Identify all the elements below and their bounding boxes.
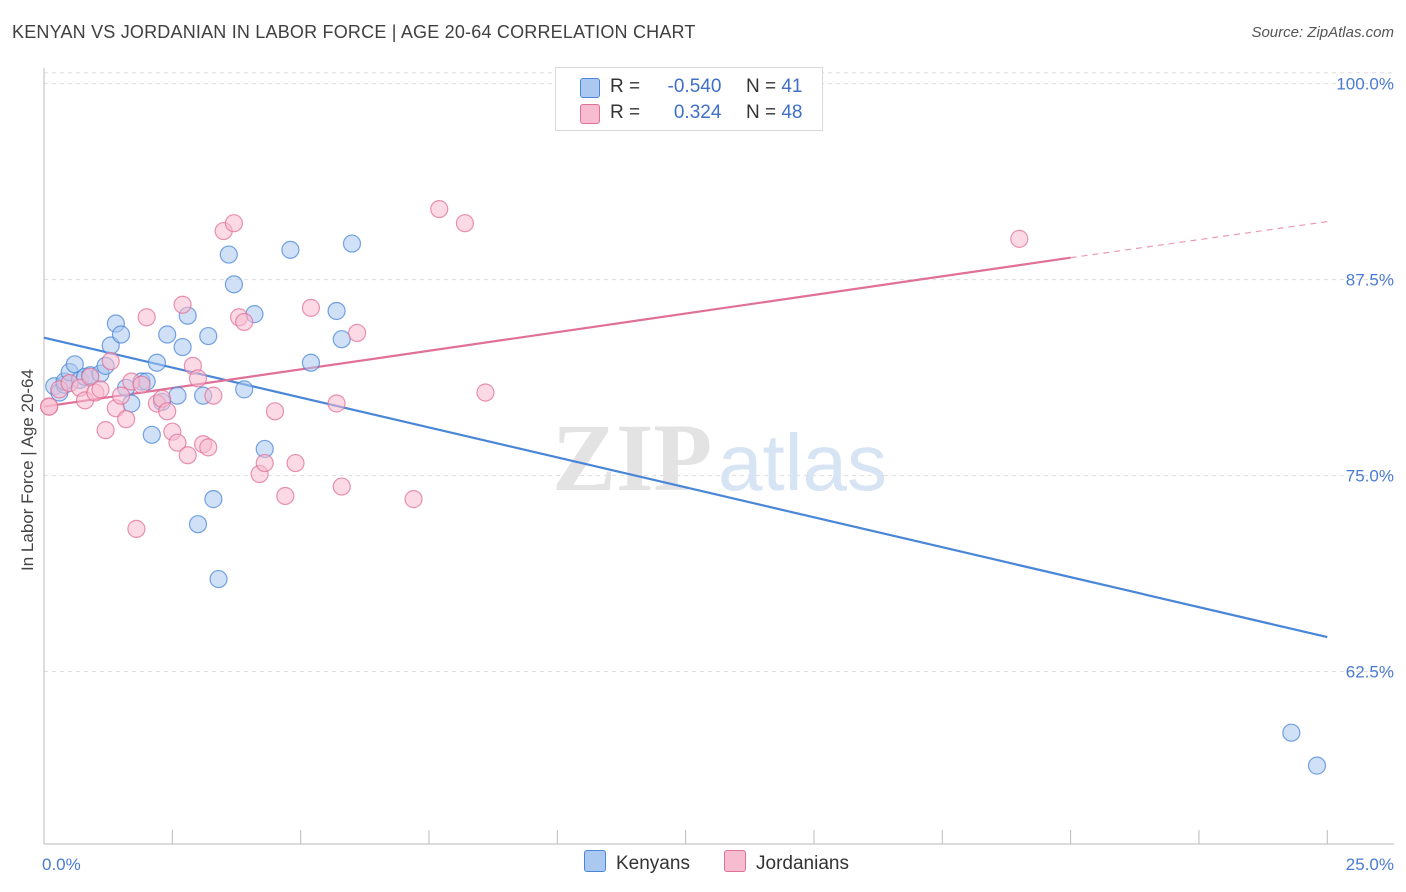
legend-label-kenyans: Kenyans (616, 853, 690, 874)
trend-line-jordanians (43, 256, 1071, 408)
point-jordanians (199, 438, 218, 457)
point-kenyans (281, 240, 300, 259)
watermark-zip: ZIP (552, 404, 712, 511)
correlation-legend: R = -0.540 N = 41 R = 0.324 N = 48 (555, 67, 823, 131)
point-jordanians (476, 383, 495, 402)
grid-lines (44, 72, 1394, 673)
data-points (40, 199, 1327, 775)
point-jordanians (332, 477, 351, 496)
trend-lines (43, 221, 1328, 639)
point-kenyans (147, 353, 167, 372)
point-kenyans (332, 330, 351, 349)
x-tick-labels: 0.0% 25.0% (42, 855, 1394, 874)
point-jordanians (327, 394, 346, 413)
point-jordanians (173, 295, 192, 314)
point-jordanians (235, 312, 254, 332)
point-jordanians (286, 453, 305, 473)
point-jordanians (1010, 229, 1029, 248)
chart-title: KENYAN VS JORDANIAN IN LABOR FORCE | AGE… (12, 22, 696, 42)
point-jordanians (455, 214, 475, 233)
point-kenyans (1282, 723, 1301, 742)
point-kenyans (173, 337, 192, 357)
legend-item-kenyans[interactable]: Kenyans (584, 850, 690, 876)
point-jordanians (204, 386, 223, 405)
legend-label-jordanians: Jordanians (756, 853, 849, 874)
source-credit: Source: ZipAtlas.com (1251, 24, 1394, 41)
point-jordanians (430, 199, 449, 219)
point-kenyans (301, 353, 321, 372)
y-tick-labels: 100.0% 87.5% 75.0% 62.5% (1336, 75, 1394, 682)
point-kenyans (224, 275, 244, 294)
legend-swatch-jordanians (724, 850, 746, 872)
point-kenyans (342, 234, 362, 253)
point-kenyans (204, 490, 223, 509)
n-label: N = (745, 76, 777, 97)
point-jordanians (265, 402, 285, 421)
watermark-atlas: atlas (718, 418, 887, 507)
point-jordanians (348, 323, 367, 343)
r-label: R = (610, 102, 641, 123)
point-jordanians (132, 375, 151, 394)
n-label: N = (745, 102, 777, 123)
point-jordanians (158, 402, 177, 421)
point-jordanians (117, 410, 136, 429)
point-kenyans (327, 301, 346, 321)
trend-extension-jordanians (1070, 221, 1328, 259)
point-jordanians (188, 369, 208, 388)
y-tick-label: 100.0% (1336, 75, 1394, 94)
trend-line-kenyans (43, 336, 1328, 639)
point-jordanians (137, 308, 156, 327)
y-tick-label: 75.0% (1346, 467, 1394, 486)
r-label: R = (610, 76, 641, 97)
point-kenyans (199, 326, 218, 346)
watermark: ZIP atlas (552, 404, 887, 511)
legend-item-jordanians[interactable]: Jordanians (724, 850, 849, 876)
point-jordanians (404, 490, 423, 509)
x-tick-label: 0.0% (42, 855, 81, 874)
y-tick-label: 62.5% (1346, 663, 1394, 682)
point-jordanians (255, 453, 274, 473)
axes (43, 68, 1394, 845)
legend-swatch-jordanians (580, 104, 600, 124)
point-jordanians (168, 433, 187, 452)
x-tick-label: 25.0% (1346, 855, 1394, 874)
point-kenyans (1307, 756, 1327, 775)
legend-swatch-kenyans (584, 850, 606, 872)
point-kenyans (158, 325, 177, 344)
point-kenyans (235, 380, 254, 399)
n-value-kenyans: 41 (781, 76, 803, 97)
point-kenyans (188, 515, 208, 534)
point-jordanians (101, 352, 120, 371)
point-jordanians (40, 397, 59, 416)
point-jordanians (301, 298, 321, 317)
point-kenyans (142, 425, 161, 444)
point-kenyans (111, 325, 131, 344)
point-jordanians (91, 380, 110, 399)
point-jordanians (178, 446, 197, 465)
point-jordanians (127, 519, 146, 538)
point-kenyans (209, 569, 228, 589)
point-jordanians (96, 421, 115, 440)
point-jordanians (224, 214, 244, 233)
y-tick-label: 87.5% (1346, 271, 1394, 290)
r-value-kenyans: -0.540 (667, 76, 722, 97)
point-jordanians (276, 486, 295, 506)
point-kenyans (168, 386, 187, 405)
point-kenyans (219, 245, 238, 264)
legend-swatch-kenyans (580, 78, 600, 98)
r-value-jordanians: 0.324 (673, 102, 722, 123)
n-value-jordanians: 48 (781, 102, 803, 123)
point-jordanians (111, 386, 131, 405)
